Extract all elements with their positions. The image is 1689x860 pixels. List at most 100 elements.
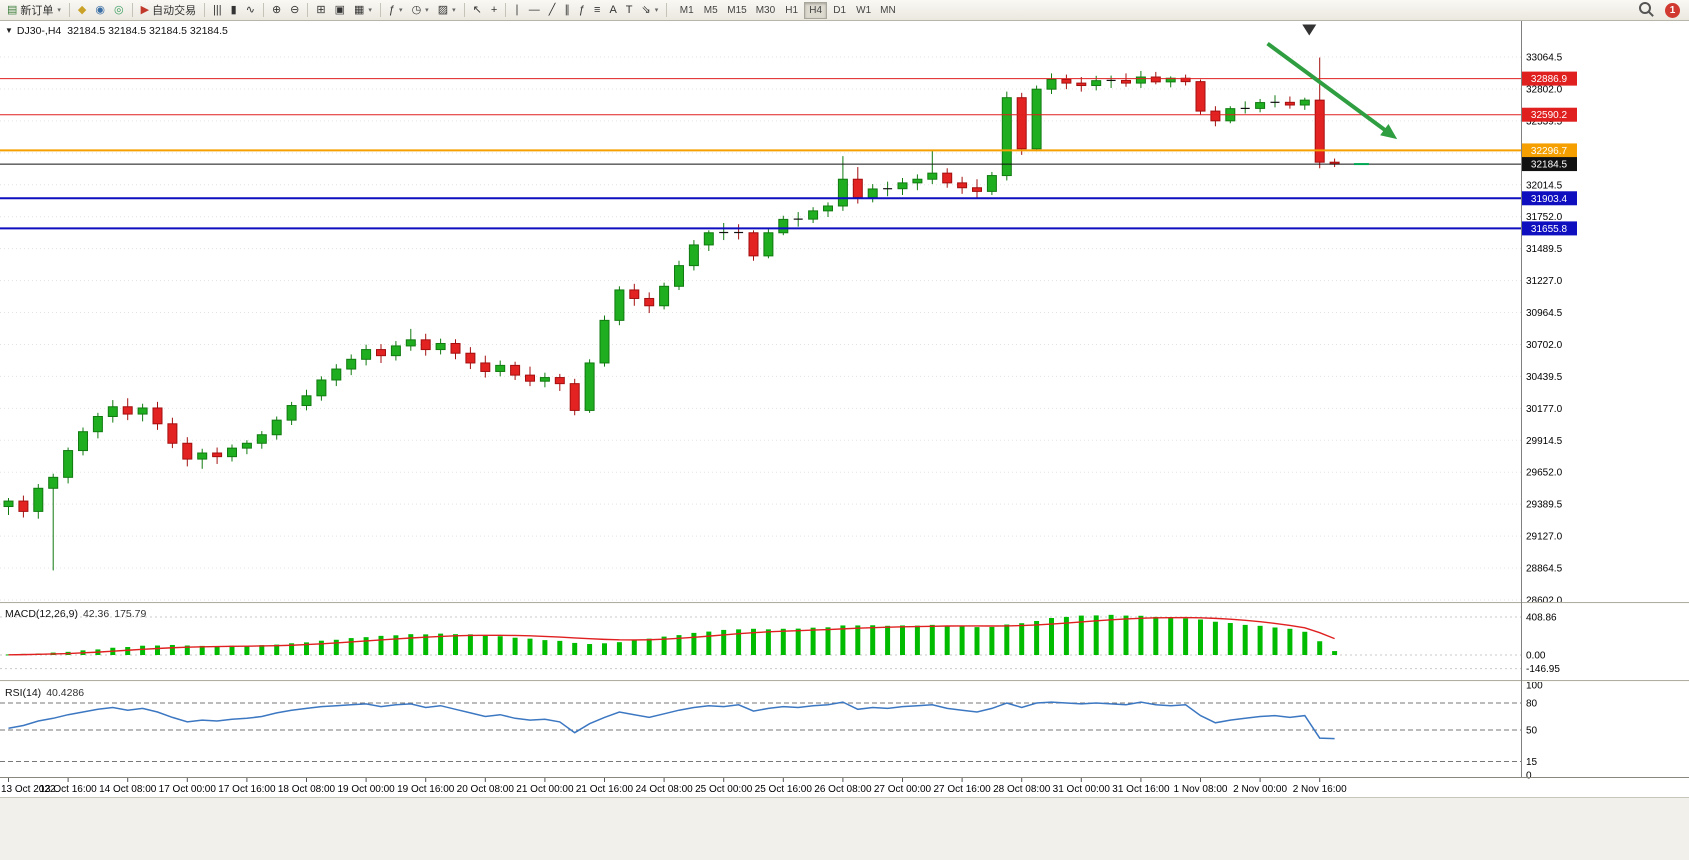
macd-bar (795, 628, 801, 655)
trend-arrow[interactable] (1266, 41, 1389, 134)
price-grid: 33064.532802.032539.532277.032014.531752… (0, 53, 1563, 606)
price-axis-label: 29127.0 (1526, 532, 1563, 543)
timeframe-mn[interactable]: MN (876, 2, 900, 19)
price-axis-label: 30439.5 (1526, 372, 1563, 383)
line-chart-icon[interactable]: ∿ (242, 1, 259, 19)
grid-icon[interactable]: ▦ ▾ (350, 1, 376, 19)
macd-pane-title: MACD(12,26,9) 42.36 175.79 (5, 608, 146, 620)
price-chart[interactable]: 33064.532802.032539.532277.032014.531752… (0, 21, 1689, 860)
time-label: 18 Oct 08:00 (278, 784, 336, 795)
charts-menu-icon[interactable]: ◆ (74, 1, 90, 19)
candle-body (48, 476, 59, 489)
arrows-icon[interactable]: ⇘ ▾ (638, 1, 663, 19)
macd-bar (989, 626, 995, 655)
crosshair-icon[interactable]: + (487, 1, 501, 19)
timeframe-h1[interactable]: H1 (780, 2, 803, 19)
timeframe-m30[interactable]: M30 (752, 2, 779, 19)
macd-bar (676, 635, 682, 655)
autotrading-button[interactable]: ▶ 自动交易 (137, 1, 200, 19)
candle-body (1195, 81, 1206, 112)
tile-windows-icon[interactable]: ⊞ (312, 1, 329, 19)
timeframe-w1[interactable]: W1 (852, 2, 875, 19)
candle-body (212, 452, 223, 458)
timeframe-bar: M1 M5 M15 M30 H1 H4 D1 W1 MN (675, 1, 900, 19)
candle-body (331, 368, 342, 381)
candle-body (197, 452, 208, 460)
candle-body (376, 349, 386, 357)
market-watch-icon[interactable]: ◉ (91, 1, 109, 19)
notification-badge[interactable]: 1 (1665, 2, 1680, 18)
zoom-in-icon[interactable]: ⊕ (268, 1, 285, 19)
candle-body (1061, 78, 1072, 84)
timeframe-h4[interactable]: H4 (804, 1, 828, 19)
macd-bar (929, 624, 935, 655)
price-axis-label: 30702.0 (1526, 340, 1563, 351)
macd-signal-line (8, 616, 1335, 656)
text-icon: A (609, 3, 617, 16)
search-icon[interactable] (1639, 1, 1655, 19)
label-icon[interactable]: T (622, 1, 637, 19)
time-label: 14 Oct 08:00 (99, 784, 157, 795)
price-axis-label: 30177.0 (1526, 404, 1563, 415)
timeframe-m1[interactable]: M1 (675, 2, 698, 19)
timeframe-d1[interactable]: D1 (828, 2, 851, 19)
auto-arrange-icon[interactable]: ▣ (331, 1, 349, 19)
templates-icon[interactable]: ▨ ▾ (434, 1, 460, 19)
trendline-icon[interactable]: ╱ (545, 1, 560, 19)
candle-body (271, 419, 282, 436)
candle-body (286, 405, 297, 421)
macd-bar (438, 633, 444, 655)
bar-chart-icon[interactable]: ||| (209, 1, 226, 19)
price-badge (1522, 143, 1577, 158)
toolbar-separator (379, 3, 381, 17)
text-icon[interactable]: A (605, 1, 620, 19)
price-badge (1522, 191, 1577, 206)
label-icon: T (625, 3, 633, 16)
macd-bar (1078, 615, 1084, 655)
vertical-line-icon: ∣ (514, 3, 520, 16)
macd-bar (1198, 619, 1203, 655)
periods-icon[interactable]: ◷ ▾ (408, 1, 433, 19)
macd-bar (572, 642, 578, 655)
timeframe-m15[interactable]: M15 (723, 2, 750, 19)
candle-body (405, 339, 416, 347)
candle-body (1001, 97, 1012, 177)
dropdown-arrow-icon: ▾ (654, 7, 659, 14)
new-order-button[interactable]: ▤ 新订单 ▾ (3, 1, 65, 19)
candlestick-icon[interactable]: ▮ (227, 1, 241, 19)
candle-body (525, 374, 535, 382)
fibonacci-icon[interactable]: ƒ (575, 1, 589, 19)
macd-bar (363, 637, 369, 655)
navigator-icon[interactable]: ◎ (110, 1, 128, 19)
candle-body (599, 319, 610, 364)
macd-bar (259, 645, 265, 655)
cursor-icon[interactable]: ↖ (469, 1, 486, 19)
indicators-icon[interactable]: ƒ ▾ (385, 1, 407, 19)
templates-icon: ▨ (437, 3, 449, 16)
vertical-line-icon[interactable]: ∣ (510, 1, 524, 19)
zoom-out-icon: ⊖ (290, 3, 300, 16)
macd-bar (631, 639, 637, 655)
macd-bar (304, 642, 309, 655)
timeframe-m5[interactable]: M5 (699, 2, 722, 19)
candle-body (703, 232, 714, 246)
price-badge-label: 32590.2 (1531, 110, 1568, 121)
trend-arrow-head[interactable] (1380, 123, 1398, 140)
macd-bar (616, 642, 622, 655)
candle-body (867, 188, 878, 198)
horizontal-line-icon[interactable]: ― (525, 1, 544, 19)
macd-bar (661, 636, 667, 655)
zoom-in-icon: ⊕ (271, 3, 282, 16)
shapes-icon[interactable]: ≡ (590, 1, 604, 19)
macd-bar (333, 639, 339, 655)
down-marker-icon[interactable] (1302, 24, 1317, 36)
channel-icon[interactable]: ∥ (560, 1, 574, 19)
horizontal-line-icon: ― (528, 3, 540, 16)
symbol-dropdown-icon[interactable]: ▼ (5, 26, 13, 35)
price-axis-label: 32014.5 (1526, 180, 1563, 191)
macd-bar (289, 643, 295, 655)
charts-menu-icon: ◆ (77, 3, 87, 16)
zoom-out-icon[interactable]: ⊖ (286, 1, 303, 19)
macd-bar (393, 635, 399, 655)
